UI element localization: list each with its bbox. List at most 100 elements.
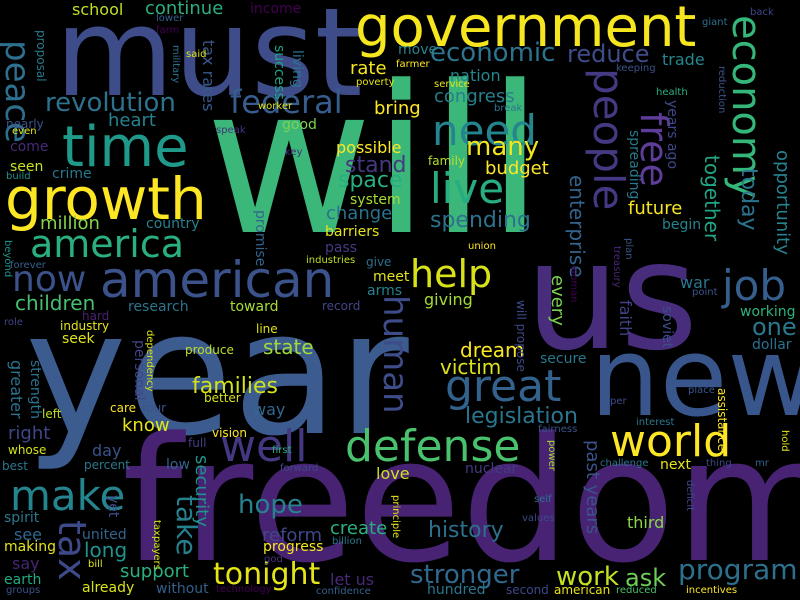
cloud-word: great xyxy=(445,361,562,412)
cloud-word: possible xyxy=(336,138,402,157)
cloud-word: rate xyxy=(350,58,387,79)
cloud-word: say xyxy=(12,554,40,573)
cloud-word: treasury xyxy=(611,246,622,288)
cloud-word: new xyxy=(590,313,800,441)
cloud-word: security xyxy=(191,455,212,527)
cloud-word: first xyxy=(272,445,292,456)
cloud-word: america xyxy=(30,222,185,266)
cloud-word: country xyxy=(146,216,200,232)
cloud-word: technology xyxy=(216,584,272,595)
cloud-word: know xyxy=(122,415,170,436)
cloud-word: toward xyxy=(230,299,279,315)
cloud-word: human xyxy=(375,295,415,414)
cloud-word: every xyxy=(547,275,568,326)
cloud-word: speak xyxy=(216,125,246,136)
cloud-word: congress xyxy=(434,86,515,107)
cloud-word: help xyxy=(410,252,493,296)
cloud-word: without xyxy=(156,581,209,597)
cloud-word: percent xyxy=(84,458,130,472)
cloud-word: line xyxy=(256,322,278,336)
cloud-word: seen xyxy=(10,159,44,175)
cloud-word: faith xyxy=(616,300,635,337)
cloud-word: secure xyxy=(540,351,587,367)
cloud-word: earth xyxy=(4,572,42,588)
cloud-word: program xyxy=(678,553,798,586)
cloud-word: spreading xyxy=(626,130,642,200)
cloud-word: space xyxy=(338,168,403,193)
cloud-word: future xyxy=(628,198,683,219)
cloud-word: god xyxy=(264,554,283,565)
cloud-word: working xyxy=(740,304,796,320)
cloud-word: change xyxy=(326,203,393,224)
cloud-word: take xyxy=(170,495,203,556)
cloud-word: growth xyxy=(5,165,207,233)
cloud-word: stand xyxy=(345,153,407,178)
cloud-word: let us xyxy=(330,570,375,589)
cloud-word: assistance xyxy=(715,388,729,452)
cloud-word: begin xyxy=(662,217,702,233)
cloud-word: seek xyxy=(62,331,95,347)
cloud-word: barriers xyxy=(325,224,380,240)
cloud-word: better xyxy=(204,391,241,405)
cloud-word: second xyxy=(506,583,549,597)
cloud-word: revolution xyxy=(45,88,176,118)
cloud-word: produce xyxy=(185,343,234,357)
cloud-word: work xyxy=(556,562,619,592)
cloud-word: vision xyxy=(212,426,247,440)
cloud-word: support xyxy=(120,561,190,582)
cloud-word: union xyxy=(468,241,496,252)
cloud-word: research xyxy=(128,299,189,315)
cloud-word: united xyxy=(82,527,127,543)
cloud-word: hold xyxy=(779,430,790,452)
cloud-word: million xyxy=(40,213,100,234)
cloud-word: well xyxy=(220,421,308,472)
cloud-word: next xyxy=(660,457,692,473)
cloud-word: industry xyxy=(60,319,110,333)
cloud-word: principle xyxy=(390,495,401,539)
cloud-word: legislation xyxy=(465,404,578,429)
cloud-word: even xyxy=(12,126,37,137)
cloud-word: trade xyxy=(662,50,705,69)
cloud-word: world xyxy=(610,416,732,467)
cloud-word: free xyxy=(632,112,676,187)
cloud-word: taxpayers xyxy=(151,520,162,570)
cloud-word: one xyxy=(752,313,797,341)
cloud-word: already xyxy=(82,580,135,596)
cloud-word: american xyxy=(554,583,611,597)
cloud-word: today xyxy=(736,168,761,231)
cloud-word: move xyxy=(398,42,438,58)
cloud-word: farmer xyxy=(396,59,430,70)
cloud-word: come xyxy=(10,139,49,155)
cloud-word: economy xyxy=(723,15,769,199)
cloud-word: spirit xyxy=(4,510,40,526)
cloud-word: said xyxy=(186,49,207,60)
cloud-word: poverty xyxy=(356,77,395,88)
cloud-word: challenge xyxy=(600,458,649,469)
cloud-word: stronger xyxy=(410,560,520,590)
cloud-word: promise xyxy=(252,210,268,267)
cloud-word: yet xyxy=(105,495,121,518)
cloud-word: love xyxy=(376,464,410,483)
cloud-word: reform xyxy=(262,525,323,546)
cloud-word: bring xyxy=(374,98,421,119)
cloud-word: role xyxy=(4,317,23,328)
cloud-word: incentives xyxy=(686,585,738,596)
cloud-word: thing xyxy=(706,458,732,469)
cloud-word: income xyxy=(250,1,302,17)
cloud-word: freedom xyxy=(122,400,800,600)
cloud-word: key xyxy=(285,147,303,158)
cloud-word: third xyxy=(627,513,665,532)
cloud-word: per xyxy=(610,396,627,407)
cloud-word: reduced xyxy=(616,585,657,596)
cloud-word: best xyxy=(2,459,28,473)
cloud-word: job xyxy=(722,261,787,310)
cloud-word: progress xyxy=(263,539,324,555)
cloud-word: see xyxy=(14,525,43,544)
cloud-word: opportunity xyxy=(772,150,793,255)
cloud-word: federal xyxy=(230,83,343,121)
cloud-word: way xyxy=(253,400,286,419)
cloud-word: will xyxy=(205,43,544,281)
cloud-word: giant xyxy=(702,17,728,28)
cloud-word: groups xyxy=(6,585,41,596)
